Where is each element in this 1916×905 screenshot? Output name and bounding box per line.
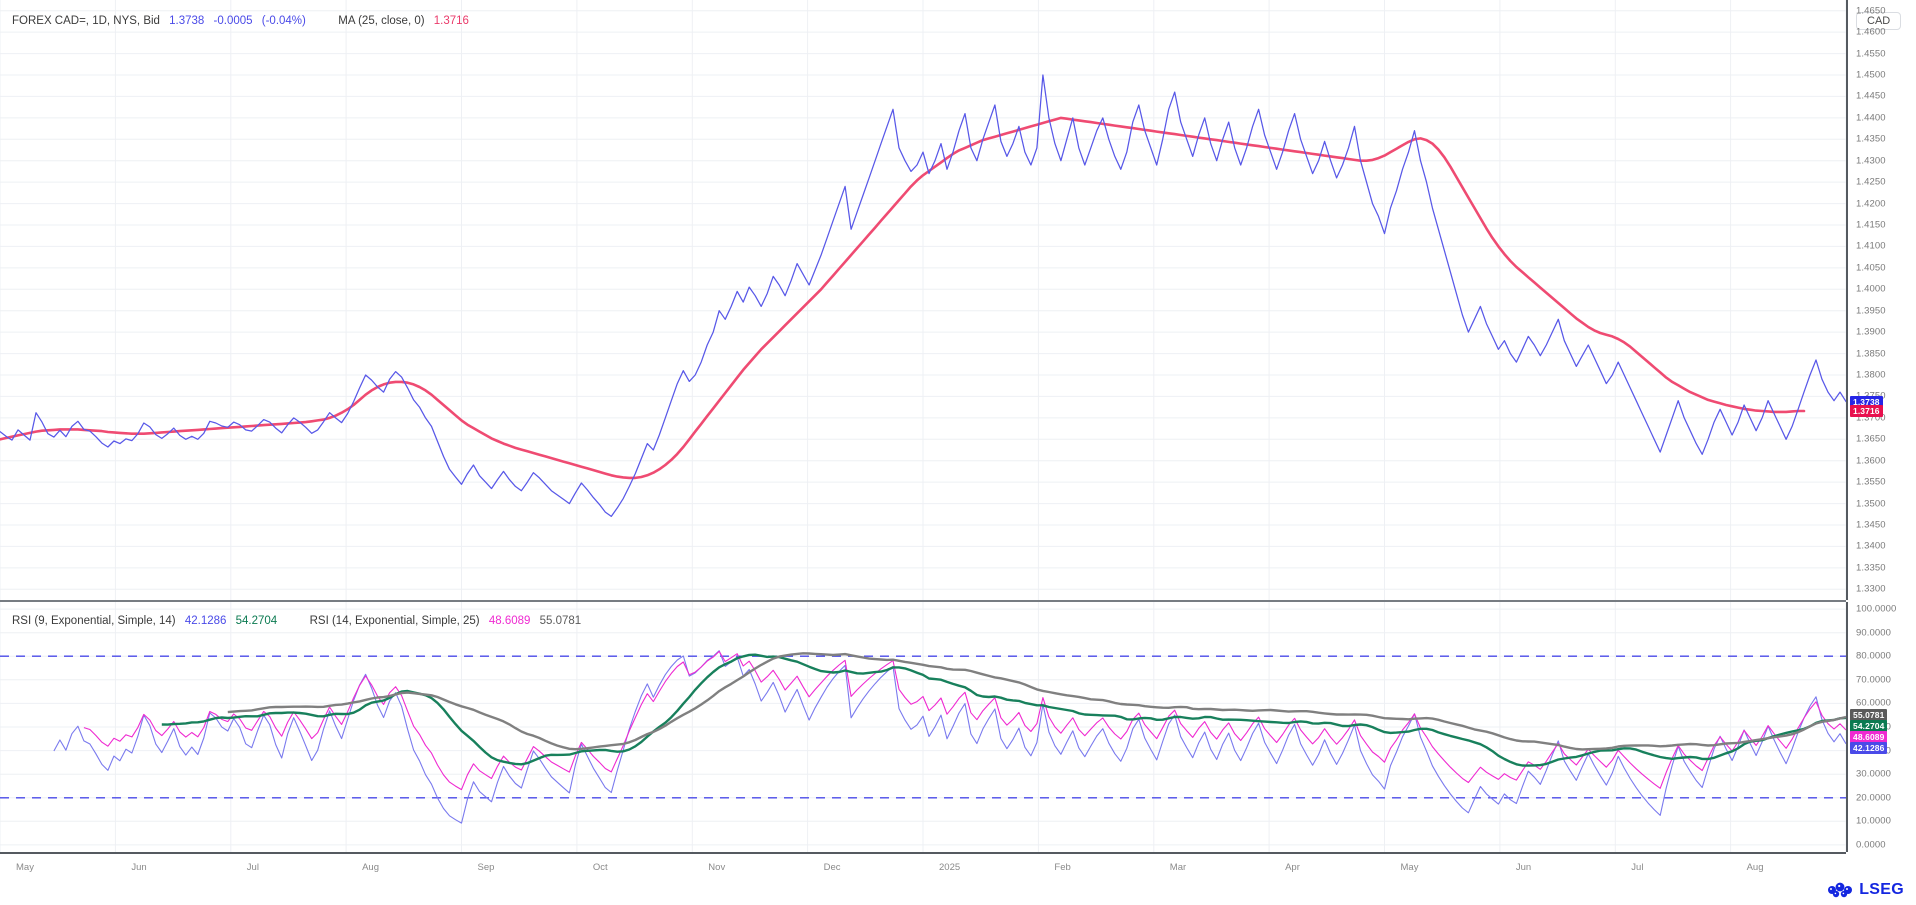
rsi-axis-tick: 10.0000 (1856, 815, 1892, 827)
price-plot-area[interactable] (0, 0, 1846, 600)
price-legend: FOREX CAD=, 1D, NYS, Bid 1.3738 -0.0005 … (12, 14, 475, 28)
time-axis-tick: Nov (708, 862, 726, 873)
rsi-axis-tick: 70.0000 (1856, 674, 1892, 686)
price-plot-svg (0, 0, 1846, 600)
price-axis-tick: 1.3450 (1856, 519, 1886, 531)
rsi-axis-tick: 60.0000 (1856, 697, 1892, 709)
price-axis-tick: 1.4300 (1856, 155, 1886, 167)
time-axis-tick: May (1400, 862, 1419, 873)
time-axis-tick: Feb (1054, 862, 1071, 873)
pane-divider (0, 600, 1846, 602)
price-axis-tick: 1.4200 (1856, 198, 1886, 210)
price-axis-tick: 1.4250 (1856, 176, 1886, 188)
time-axis-tick: Apr (1285, 862, 1300, 873)
rsi-a-value2: 54.2704 (235, 615, 278, 627)
rsi-axis-tick: 80.0000 (1856, 650, 1892, 662)
ma-legend-value: 1.3716 (433, 15, 469, 27)
lseg-brand-text: LSEG (1859, 881, 1904, 898)
price-axis-tick: 1.4600 (1856, 26, 1886, 38)
rsi-axis-tick: 0.0000 (1856, 839, 1886, 851)
price-axis-tick: 1.3500 (1856, 498, 1886, 510)
currency-chip[interactable]: CAD (1856, 12, 1902, 30)
time-axis-tick: May (16, 862, 34, 873)
ma-value-badge: 1.3716 (1850, 405, 1883, 417)
rsi9-badge: 42.1286 (1850, 742, 1888, 754)
time-axis-tick: Jun (131, 862, 147, 873)
price-axis-tick: 1.3600 (1856, 455, 1886, 467)
rsi-value-axis[interactable]: 100.000090.000080.000070.000060.000050.0… (1846, 602, 1916, 852)
price-legend-change: -0.0005 (213, 15, 253, 27)
price-axis-tick: 1.4450 (1856, 90, 1886, 102)
rsi-axis-tick: 90.0000 (1856, 627, 1892, 639)
price-axis-tick: 1.4500 (1856, 69, 1886, 81)
price-axis-tick: 1.3950 (1856, 305, 1886, 317)
price-axis-tick: 1.3350 (1856, 562, 1886, 574)
price-axis-tick: 1.4350 (1856, 133, 1886, 145)
rsi-a-value1: 42.1286 (184, 615, 227, 627)
rsi-b-value1: 48.6089 (488, 615, 531, 627)
time-axis-tick: Jul (1631, 862, 1644, 873)
time-axis-tick: Aug (362, 862, 379, 873)
time-axis-tick: Dec (823, 862, 841, 873)
rsi-plot-area[interactable] (0, 602, 1846, 852)
price-axis-tick: 1.4150 (1856, 219, 1886, 231)
lseg-brand: LSEG (1827, 881, 1904, 899)
price-axis-tick: 1.3650 (1856, 433, 1886, 445)
rsi-axis-tick: 30.0000 (1856, 768, 1892, 780)
time-axis-tick: Oct (592, 862, 608, 873)
rsi-axis-tick: 20.0000 (1856, 792, 1892, 804)
price-chart-pane[interactable]: FOREX CAD=, 1D, NYS, Bid 1.3738 -0.0005 … (0, 0, 1846, 600)
rsi-axis-tick: 100.0000 (1856, 603, 1897, 615)
price-axis-tick: 1.3900 (1856, 326, 1886, 338)
time-axis[interactable]: May Jun Jul Aug Sep Oct Nov Dec 2025 Feb Mar Apr May… (0, 852, 1846, 882)
price-axis-tick: 1.3300 (1856, 583, 1886, 595)
time-axis-tick: Sep (477, 862, 495, 873)
price-legend-symbol: FOREX CAD=, 1D, NYS, Bid (12, 15, 160, 27)
price-axis-tick: 1.4050 (1856, 262, 1886, 274)
price-axis-tick: 1.3850 (1856, 348, 1886, 360)
rsi-a-label: RSI (9, Exponential, Simple, 14) (12, 615, 176, 627)
rsi-indicator-pane[interactable]: RSI (9, Exponential, Simple, 14) 42.1286… (0, 602, 1846, 852)
ma-legend-label: MA (25, close, 0) (338, 15, 425, 27)
price-last-badge: 1.3738 (1850, 395, 1883, 408)
rsi-legend: RSI (9, Exponential, Simple, 14) 42.1286… (12, 614, 587, 628)
price-axis-tick: 1.4650 (1856, 5, 1886, 17)
rsi-smooth14-badge: 54.2704 (1850, 720, 1888, 732)
price-value-axis[interactable]: CAD 1.4650 1.4600 1.4550 1.4500 1.4450 1.4400… (1846, 0, 1916, 600)
price-legend-last: 1.3738 (169, 15, 205, 27)
time-axis-tick: Jun (1515, 862, 1532, 873)
lseg-logo-icon (1828, 882, 1853, 898)
price-axis-tick: 1.3800 (1856, 369, 1886, 381)
price-axis-tick: 1.4100 (1856, 240, 1886, 252)
price-axis-tick: 1.4400 (1856, 112, 1886, 124)
rsi-b-label: RSI (14, Exponential, Simple, 25) (309, 615, 480, 627)
rsi14-badge: 48.6089 (1850, 731, 1888, 743)
time-axis-tick: Mar (1169, 862, 1187, 873)
rsi-plot-svg (0, 602, 1846, 852)
price-axis-tick: 1.3700 (1856, 412, 1886, 424)
price-legend-change-pct: (-0.04%) (261, 15, 306, 27)
rsi-smooth25-badge: 55.0781 (1850, 709, 1888, 721)
price-axis-tick: 1.4550 (1856, 48, 1886, 60)
price-axis-tick: 1.3550 (1856, 476, 1886, 488)
time-axis-tick: Aug (1746, 862, 1764, 873)
rsi-b-value2: 55.0781 (539, 615, 582, 627)
time-axis-tick: Jul (246, 862, 259, 873)
time-axis-tick: 2025 (939, 862, 961, 873)
price-axis-tick: 1.3400 (1856, 540, 1886, 552)
price-axis-tick: 1.4000 (1856, 283, 1886, 295)
